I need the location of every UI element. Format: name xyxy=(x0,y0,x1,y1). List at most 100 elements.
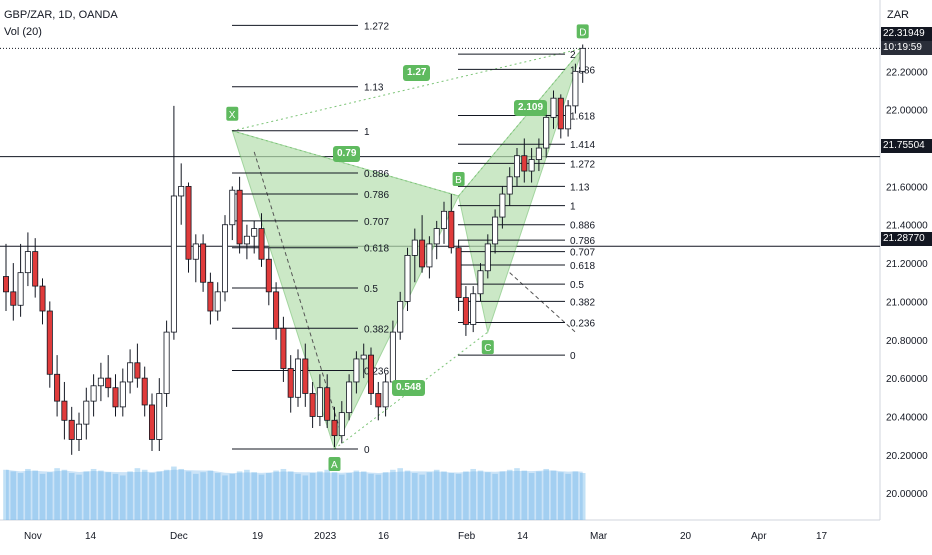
candle-body xyxy=(579,47,586,72)
price-axis-tick-label: 20.80000 xyxy=(886,336,928,347)
candle-body xyxy=(200,243,207,283)
volume-bar xyxy=(463,471,469,520)
candle-body xyxy=(178,185,185,197)
volume-bar xyxy=(39,473,46,520)
candle-body xyxy=(251,228,258,237)
time-axis-tick-label: Nov xyxy=(24,531,42,542)
candle-body xyxy=(528,159,535,172)
candle-body xyxy=(455,247,462,298)
volume-bar xyxy=(185,471,192,520)
candle-body xyxy=(148,404,155,440)
candle-body xyxy=(229,189,236,226)
volume-bar xyxy=(25,468,31,520)
pattern-point-x-marker xyxy=(226,106,239,121)
volume-bar xyxy=(346,473,352,520)
candle-body xyxy=(214,291,221,312)
candle-body xyxy=(273,291,280,329)
candle-body xyxy=(76,423,83,440)
candle-body xyxy=(492,216,499,245)
volume-bar xyxy=(163,469,170,520)
volume-bar xyxy=(397,468,403,520)
fib-bc-level-label: 1 xyxy=(570,202,576,213)
volume-bar xyxy=(266,473,272,520)
volume-bar xyxy=(90,468,97,520)
candle-body xyxy=(185,185,192,260)
pattern-point-b-label: B xyxy=(455,175,462,186)
volume-bar xyxy=(536,471,542,520)
volume-bar xyxy=(353,470,360,520)
time-axis-tick-label: Apr xyxy=(751,531,767,542)
candle-body xyxy=(280,327,287,369)
candle-body xyxy=(338,412,345,437)
pattern-point-a-label: A xyxy=(331,460,338,471)
candle-body xyxy=(499,193,506,218)
candle-body xyxy=(419,239,426,268)
volume-bar xyxy=(98,470,104,520)
fib-xa-level-label: 0.886 xyxy=(364,169,389,180)
candle-body xyxy=(535,147,542,160)
currency-label: ZAR xyxy=(887,9,909,21)
price-axis-tick-label: 21.60000 xyxy=(886,182,928,193)
candle-body xyxy=(543,116,550,149)
volume-bar xyxy=(477,470,484,520)
volume-bar xyxy=(105,472,111,520)
candle-body xyxy=(440,210,447,229)
volume-bar xyxy=(200,472,206,520)
volume-bar xyxy=(433,469,440,520)
volume-bar xyxy=(506,469,513,520)
fib-bc-level-label: 2 xyxy=(570,50,576,61)
volume-bar xyxy=(565,473,571,520)
volume-bar xyxy=(499,471,506,520)
volume-bar xyxy=(572,471,579,520)
candle-body xyxy=(389,331,396,383)
volume-bar xyxy=(193,473,199,520)
fib-bc-level-label: 0.707 xyxy=(570,248,595,259)
volume-bar xyxy=(441,471,447,520)
volume-bar xyxy=(134,468,141,520)
volume-bar xyxy=(68,473,75,520)
candle-body xyxy=(83,400,90,425)
fib-bc-level-label: 1.618 xyxy=(570,111,595,122)
candle-body xyxy=(462,297,469,325)
volume-bar xyxy=(528,473,535,520)
candle-body xyxy=(24,251,31,274)
time-axis-tick-label: Feb xyxy=(458,531,476,542)
volume-bar xyxy=(273,470,279,520)
volume-bar xyxy=(54,468,60,520)
projection-dashed-line xyxy=(509,272,576,333)
candle-body xyxy=(258,228,265,260)
volume-bar xyxy=(448,473,455,520)
candle-body xyxy=(331,419,338,437)
time-axis-tick-label: 2023 xyxy=(314,531,337,542)
volume-bar xyxy=(324,469,330,520)
time-axis-tick-label: 17 xyxy=(816,531,828,542)
fib-xa-level-label: 1.272 xyxy=(364,21,389,32)
candle-body xyxy=(309,393,316,417)
volume-bar xyxy=(295,473,301,520)
candle-body xyxy=(550,97,557,118)
volume-bar xyxy=(558,472,564,520)
candle-body xyxy=(68,419,75,440)
volume-bar xyxy=(222,475,228,520)
pattern-triangle-bcd xyxy=(458,48,584,334)
candle-body xyxy=(236,189,243,245)
volume-bar xyxy=(3,469,9,520)
fib-bc-level-label: 1.272 xyxy=(570,159,595,170)
volume-bar xyxy=(76,474,82,520)
fib-xa-level-label: 0 xyxy=(364,445,370,456)
candle-body xyxy=(353,358,360,383)
time-axis-tick-label: 20 xyxy=(680,531,692,542)
volume-bar xyxy=(120,475,126,520)
pattern-triangle-xab xyxy=(231,130,460,451)
volume-bar xyxy=(32,470,38,520)
candle-body xyxy=(192,243,199,260)
fib-bc-level-label: 0.382 xyxy=(570,297,595,308)
candle-body xyxy=(39,285,46,312)
fib-bc-level-label: 0 xyxy=(570,351,576,362)
volume-bar xyxy=(368,473,374,520)
volume-bar xyxy=(382,472,389,520)
price-axis-tick-label: 21.40000 xyxy=(886,221,928,232)
candle-body xyxy=(90,385,97,402)
